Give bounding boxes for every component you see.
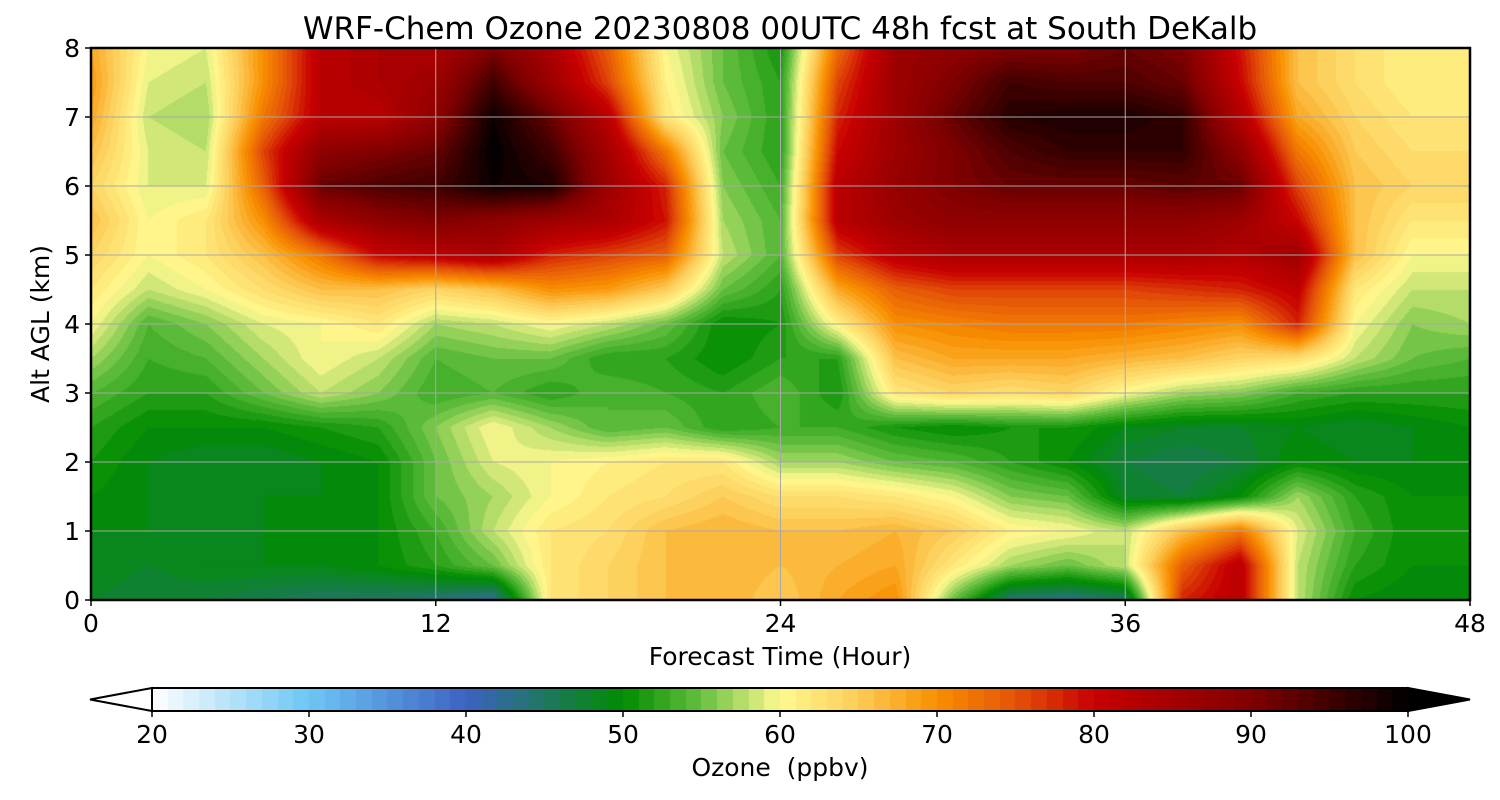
colorbar-label: Ozone (ppbv) <box>691 753 868 782</box>
colorbar-ticks: 20 30 40 50 60 70 80 90 100 <box>136 711 1432 749</box>
y-axis-label: Alt AGL (km) <box>26 245 55 403</box>
chart-title: WRF-Chem Ozone 20230808 00UTC 48h fcst a… <box>303 11 1257 47</box>
colorbar-tick-label: 20 <box>136 720 168 749</box>
y-tick-label: 3 <box>64 379 80 408</box>
x-tick-label: 0 <box>83 609 99 638</box>
x-axis-ticks: 0 12 24 36 48 <box>83 600 1486 638</box>
colorbar-tick-label: 70 <box>921 720 953 749</box>
colorbar: 20 30 40 50 60 70 80 90 100 Ozone (ppbv) <box>89 686 1471 782</box>
colorbar-high-extension <box>1407 686 1471 713</box>
colorbar-tick-label: 40 <box>450 720 482 749</box>
colorbar-tick-label: 30 <box>293 720 325 749</box>
colorbar-tick-label: 80 <box>1078 720 1110 749</box>
y-tick-label: 2 <box>64 448 80 477</box>
x-tick-label: 36 <box>1109 609 1141 638</box>
y-tick-label: 4 <box>64 310 80 339</box>
y-tick-label: 6 <box>64 172 80 201</box>
colorbar-low-extension <box>89 686 153 713</box>
colorbar-tick-label: 90 <box>1235 720 1267 749</box>
y-tick-label: 7 <box>64 103 80 132</box>
x-tick-label: 48 <box>1454 609 1486 638</box>
colorbar-tick-label: 50 <box>607 720 639 749</box>
y-tick-label: 1 <box>64 517 80 546</box>
colorbar-tick-label: 60 <box>764 720 796 749</box>
y-tick-label: 0 <box>64 586 80 615</box>
colorbar-gradient <box>152 688 1408 711</box>
y-axis-ticks: 0 1 2 3 4 5 6 7 8 <box>64 34 91 615</box>
y-tick-label: 8 <box>64 34 80 63</box>
colorbar-tick-label: 100 <box>1384 720 1432 749</box>
x-tick-label: 12 <box>420 609 452 638</box>
y-tick-label: 5 <box>64 241 80 270</box>
x-axis-label: Forecast Time (Hour) <box>649 642 912 671</box>
x-tick-label: 24 <box>765 609 797 638</box>
